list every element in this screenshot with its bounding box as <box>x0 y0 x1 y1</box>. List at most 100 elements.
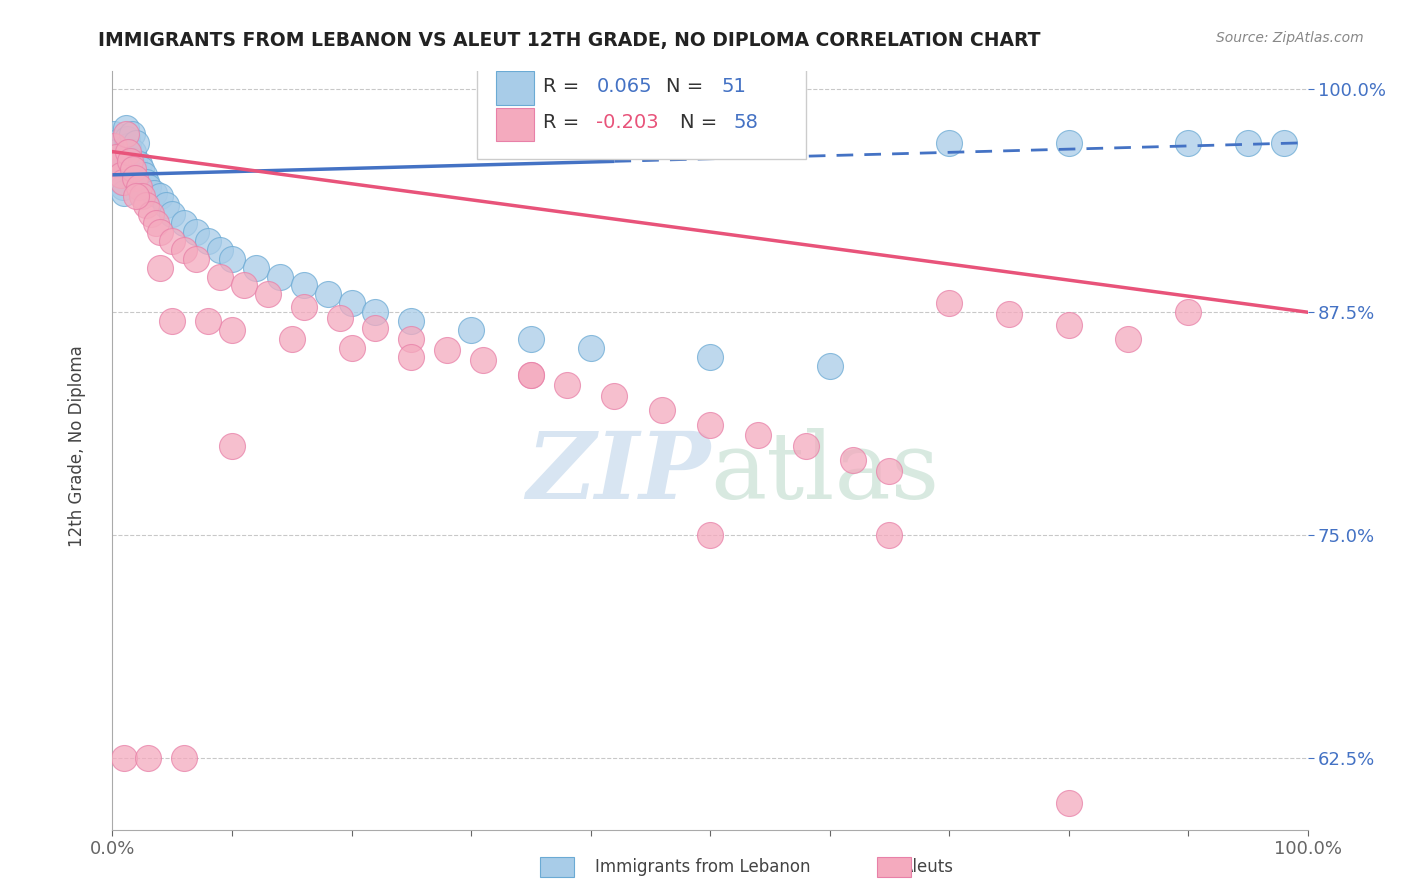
Point <box>520 368 543 382</box>
Point <box>699 417 721 432</box>
Point <box>107 157 129 171</box>
Point <box>121 162 143 177</box>
Point <box>329 310 352 325</box>
FancyBboxPatch shape <box>477 56 806 159</box>
Point <box>364 305 387 319</box>
Point <box>1057 796 1080 810</box>
Point <box>245 260 267 275</box>
Point <box>111 175 134 189</box>
Point <box>197 314 219 328</box>
Point <box>114 751 135 765</box>
Point <box>747 428 769 442</box>
Point <box>472 353 495 368</box>
Point <box>401 350 423 364</box>
Point <box>281 332 304 346</box>
Point <box>138 180 160 194</box>
Point <box>143 186 166 200</box>
Point <box>603 389 626 403</box>
Point <box>842 453 865 467</box>
Text: Aleuts: Aleuts <box>903 858 953 876</box>
Point <box>122 153 145 168</box>
Point <box>794 439 817 453</box>
Point <box>233 278 256 293</box>
Point <box>292 300 315 314</box>
Point <box>124 171 146 186</box>
Point <box>520 368 543 382</box>
Point <box>1057 136 1080 150</box>
Point <box>149 189 172 203</box>
Point <box>173 216 195 230</box>
Point <box>103 139 125 153</box>
Point <box>998 307 1021 321</box>
Point <box>162 234 183 248</box>
Point <box>128 157 150 171</box>
Point <box>173 751 195 765</box>
Point <box>401 332 423 346</box>
Point <box>121 145 143 159</box>
Text: N =: N = <box>681 113 724 132</box>
Point <box>120 153 142 168</box>
Point <box>1118 332 1140 346</box>
Point <box>149 260 172 275</box>
Point <box>149 225 172 239</box>
Point <box>651 403 673 417</box>
Point <box>112 180 135 194</box>
Point <box>879 464 901 478</box>
Point <box>1177 136 1199 150</box>
Point <box>105 145 128 159</box>
Point <box>197 234 219 248</box>
Text: ZIP: ZIP <box>526 428 710 518</box>
Point <box>209 269 232 284</box>
Text: R =: R = <box>543 77 585 96</box>
Text: Immigrants from Lebanon: Immigrants from Lebanon <box>595 858 811 876</box>
Point <box>162 314 183 328</box>
Point <box>579 341 602 355</box>
Point <box>115 132 138 146</box>
Point <box>121 127 143 141</box>
Text: 51: 51 <box>723 77 747 96</box>
Point <box>879 528 901 542</box>
Point <box>401 314 423 328</box>
Text: Source: ZipAtlas.com: Source: ZipAtlas.com <box>1216 31 1364 45</box>
Point <box>221 252 243 266</box>
Point <box>1177 305 1199 319</box>
Point <box>135 198 157 212</box>
Point <box>110 168 132 182</box>
FancyBboxPatch shape <box>496 71 534 104</box>
Point <box>340 296 363 310</box>
Point <box>269 269 291 284</box>
Point <box>114 186 135 200</box>
Point <box>1272 136 1295 150</box>
Point <box>114 121 136 136</box>
Point <box>221 439 243 453</box>
Text: IMMIGRANTS FROM LEBANON VS ALEUT 12TH GRADE, NO DIPLOMA CORRELATION CHART: IMMIGRANTS FROM LEBANON VS ALEUT 12TH GR… <box>98 31 1040 50</box>
Point <box>186 225 208 239</box>
Point <box>340 341 363 355</box>
Point <box>316 287 339 301</box>
Text: 0.065: 0.065 <box>596 77 652 96</box>
Point <box>699 350 721 364</box>
Point <box>364 321 387 335</box>
Point <box>520 332 543 346</box>
Point <box>117 145 139 159</box>
Text: -0.203: -0.203 <box>596 113 659 132</box>
Point <box>105 150 128 164</box>
Text: R =: R = <box>543 113 585 132</box>
Point <box>173 243 195 257</box>
Point <box>209 243 232 257</box>
Point <box>117 139 139 153</box>
Text: 12th Grade, No Diploma: 12th Grade, No Diploma <box>69 345 86 547</box>
Point <box>460 323 482 337</box>
Point <box>112 175 135 189</box>
Point <box>135 175 157 189</box>
Point <box>125 136 148 150</box>
Point <box>107 157 129 171</box>
Point <box>818 359 841 373</box>
Point <box>103 127 125 141</box>
Point <box>128 180 150 194</box>
Point <box>131 189 153 203</box>
Point <box>257 287 280 301</box>
Point <box>1237 136 1260 150</box>
Point <box>1057 318 1080 332</box>
Point <box>555 378 578 392</box>
